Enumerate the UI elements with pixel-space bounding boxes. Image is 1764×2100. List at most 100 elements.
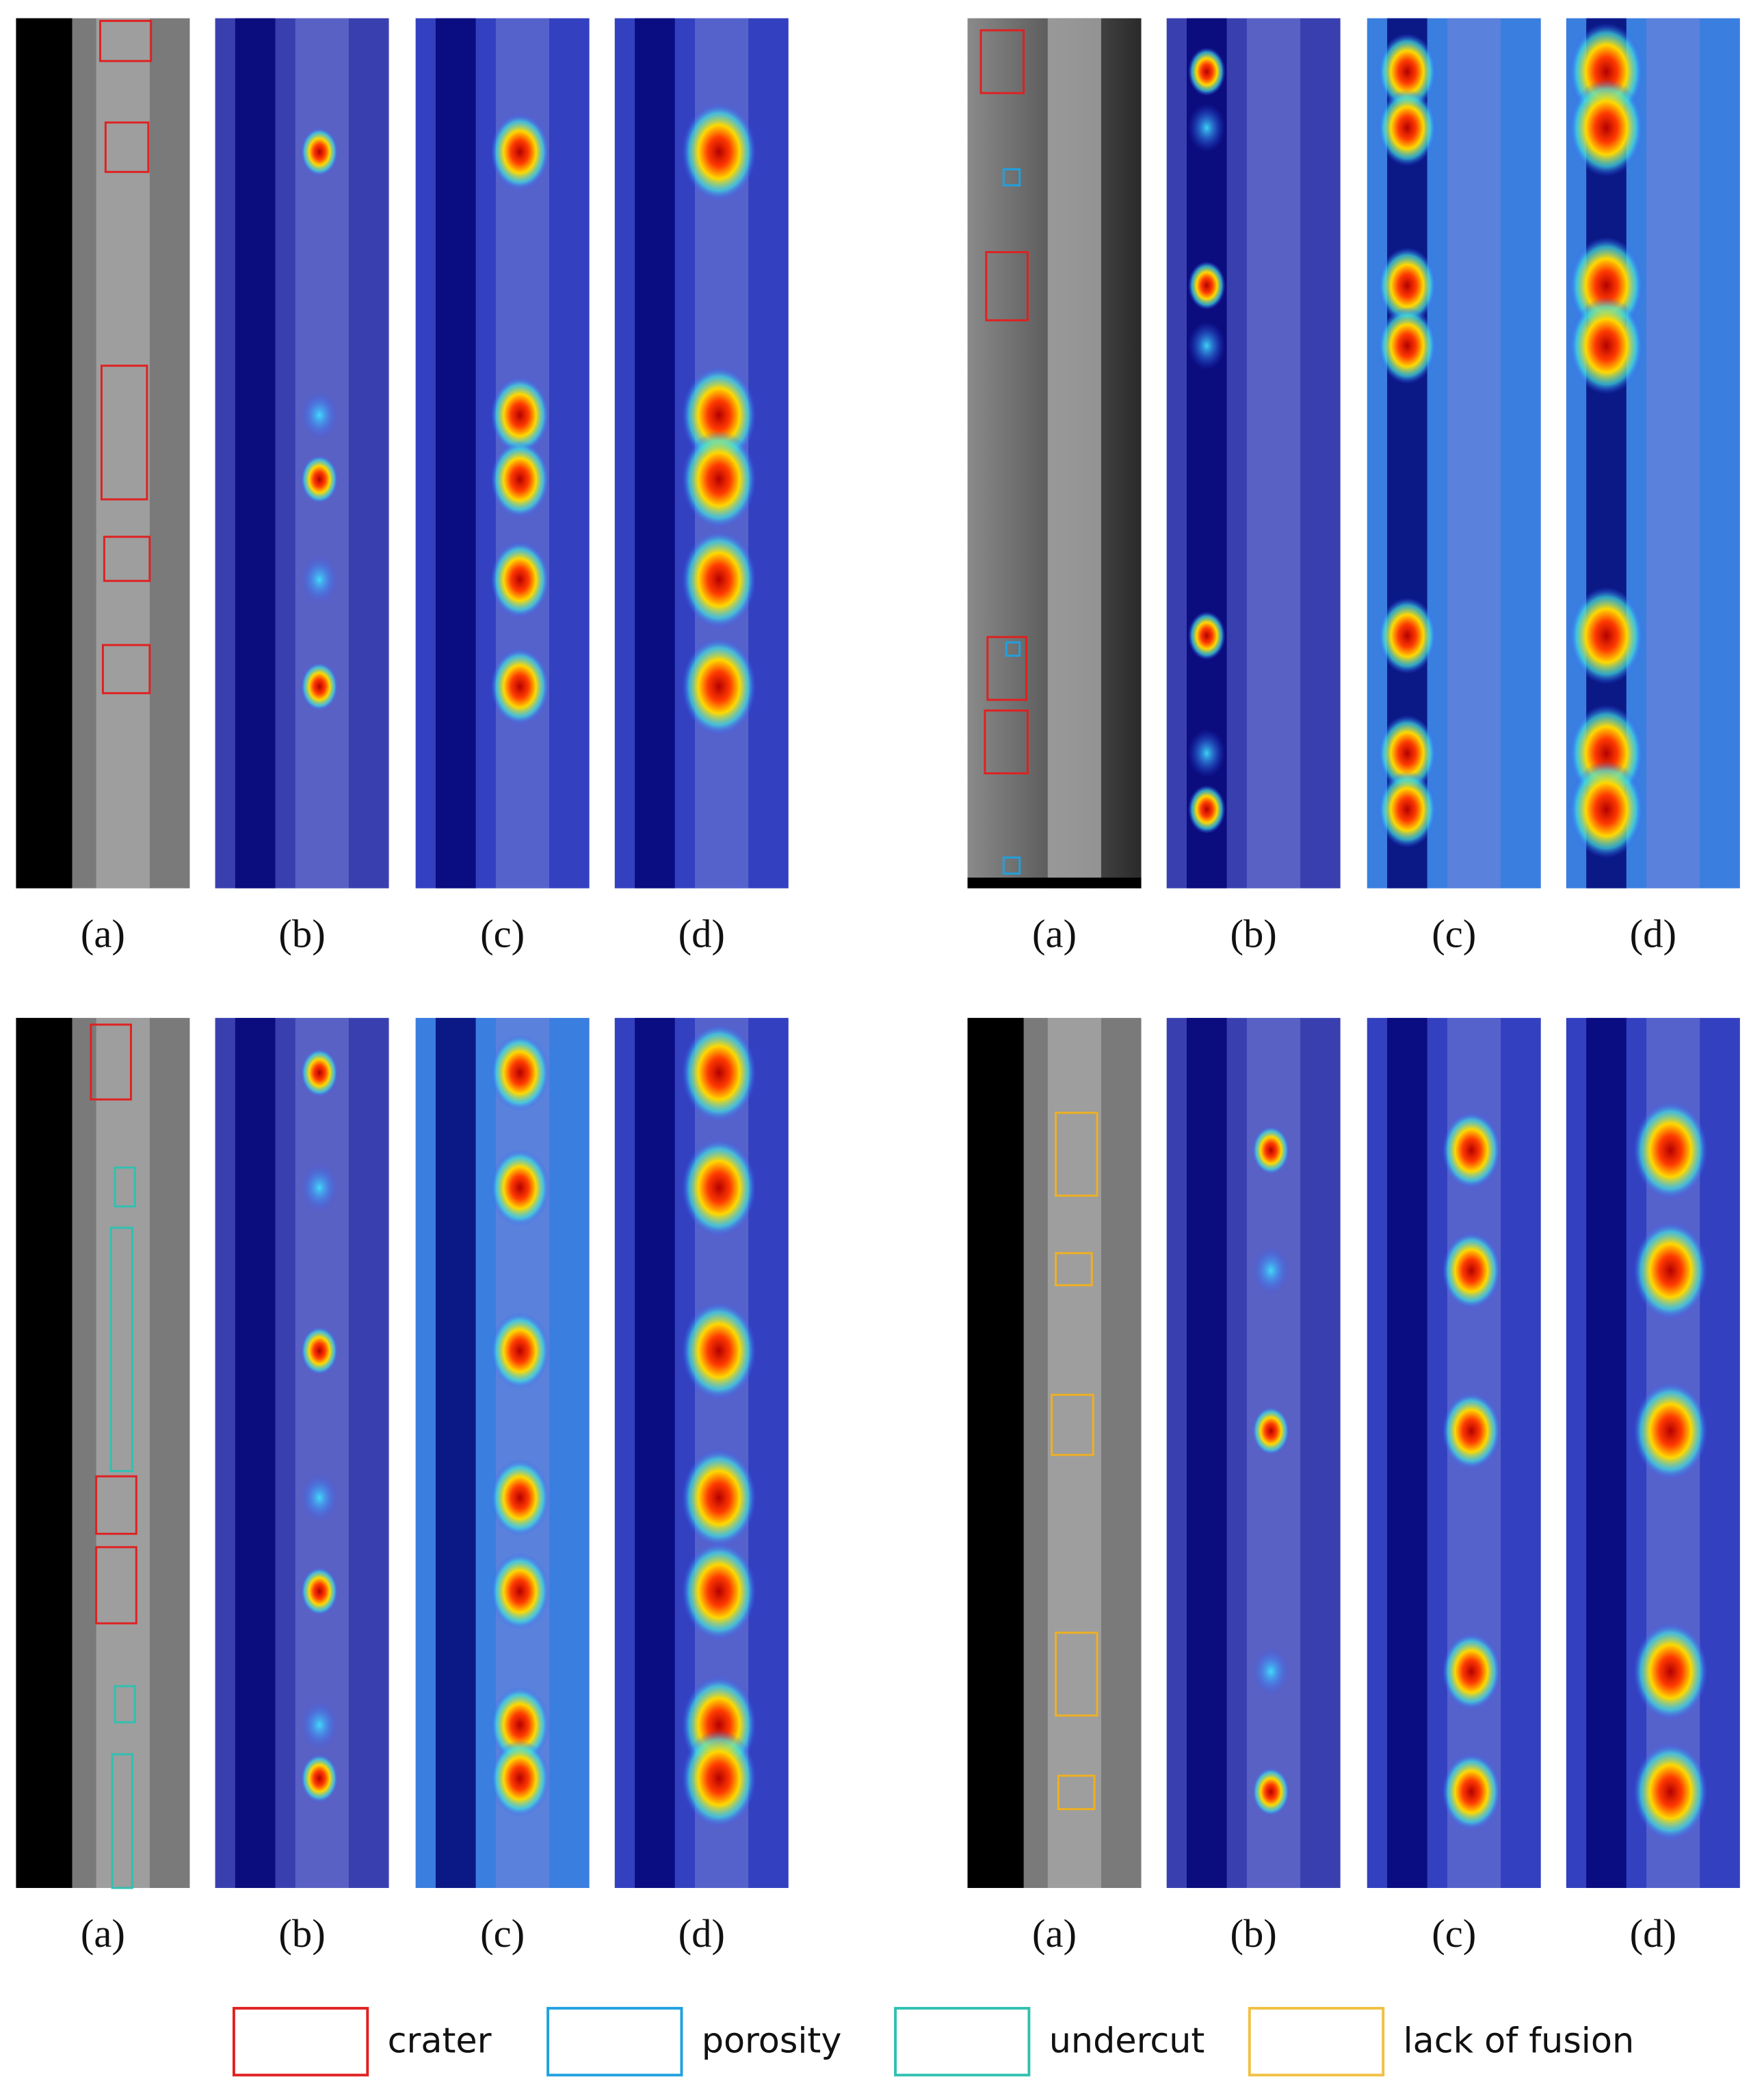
panel-image bbox=[16, 18, 73, 889]
heat-spot bbox=[490, 1034, 550, 1112]
heat-spot bbox=[490, 1553, 550, 1630]
defect-box bbox=[114, 1685, 136, 1724]
defect-box bbox=[1055, 1631, 1098, 1717]
defect-box bbox=[1057, 1774, 1096, 1811]
heat-spot bbox=[300, 1754, 339, 1803]
defect-box bbox=[1055, 1252, 1093, 1287]
heat-spot bbox=[681, 1729, 756, 1827]
weld-bead bbox=[1447, 18, 1501, 889]
legend-label: lack of fusion bbox=[1403, 2021, 1634, 2061]
legend-swatch bbox=[232, 2006, 369, 2077]
heat-spot bbox=[300, 1048, 339, 1097]
heat-spot bbox=[681, 1543, 756, 1640]
defect-box bbox=[986, 635, 1027, 701]
heat-spot bbox=[1378, 90, 1437, 166]
heat-spot bbox=[1633, 1623, 1708, 1720]
heat-spot bbox=[490, 114, 550, 190]
heat-spot bbox=[1633, 1222, 1708, 1320]
heat-spot bbox=[1442, 1392, 1501, 1469]
panel bbox=[215, 18, 389, 889]
heat-spot bbox=[490, 1686, 550, 1763]
heat-spot bbox=[681, 1449, 756, 1547]
heat-spot bbox=[1378, 33, 1437, 110]
heat-spot bbox=[300, 1163, 339, 1212]
defect-box bbox=[90, 1023, 132, 1101]
heat-spot bbox=[1378, 307, 1437, 384]
panel bbox=[1166, 1018, 1341, 1889]
heat-spot bbox=[1442, 1753, 1501, 1830]
legend-label: crater bbox=[388, 2021, 492, 2061]
defect-box bbox=[1005, 641, 1021, 657]
weld-bead bbox=[1246, 18, 1301, 889]
heat-spot bbox=[1252, 1246, 1290, 1295]
defect-box bbox=[111, 1753, 133, 1889]
panel-image bbox=[235, 18, 276, 889]
panel bbox=[614, 1018, 789, 1889]
heat-spot bbox=[1568, 297, 1644, 395]
panel bbox=[1566, 18, 1740, 889]
heat-spot bbox=[300, 1473, 339, 1523]
heat-spot bbox=[300, 1701, 339, 1750]
panel-image bbox=[967, 877, 1142, 889]
defect-box bbox=[979, 29, 1025, 94]
heat-spot bbox=[1187, 321, 1226, 370]
heat-spot bbox=[490, 1740, 550, 1817]
panel-image bbox=[1387, 1018, 1427, 1889]
panel-group: (a) (b) (c) (d) bbox=[16, 18, 789, 956]
heat-spot bbox=[681, 1302, 756, 1400]
panel-group: (a) (b) (c) (d) bbox=[967, 1018, 1740, 1956]
heat-spot bbox=[1378, 597, 1437, 674]
heat-spot bbox=[1633, 1382, 1708, 1480]
panel-label: (c) bbox=[1432, 911, 1476, 956]
defect-box bbox=[114, 1166, 136, 1208]
panel-label: (b) bbox=[278, 911, 325, 956]
weld-bead bbox=[1646, 18, 1700, 889]
panel-label: (b) bbox=[1230, 911, 1276, 956]
heat-spot bbox=[1252, 1406, 1290, 1456]
legend-label: porosity bbox=[702, 2021, 842, 2061]
heat-spot bbox=[300, 555, 339, 604]
heat-spot bbox=[490, 441, 550, 518]
heat-spot bbox=[1187, 729, 1226, 778]
heat-spot bbox=[1442, 1633, 1501, 1710]
heat-spot bbox=[681, 638, 756, 735]
panel-label: (d) bbox=[1630, 911, 1676, 956]
heat-spot bbox=[300, 127, 339, 176]
defect-box bbox=[101, 365, 148, 501]
panel-label: (a) bbox=[1032, 911, 1077, 956]
heat-spot bbox=[1378, 771, 1437, 848]
legend-swatch bbox=[894, 2006, 1031, 2077]
panel bbox=[16, 1018, 190, 1889]
panel-label: (d) bbox=[679, 911, 725, 956]
heat-spot bbox=[1187, 261, 1226, 310]
panel bbox=[16, 18, 190, 889]
defect-box bbox=[95, 1546, 137, 1625]
heat-spot bbox=[681, 103, 756, 201]
defect-box bbox=[104, 121, 150, 173]
panel bbox=[967, 18, 1142, 889]
panel-image bbox=[1586, 1018, 1627, 1889]
legend-label: undercut bbox=[1049, 2021, 1205, 2061]
panel-image bbox=[235, 1018, 276, 1889]
panel-label: (b) bbox=[1230, 1911, 1276, 1956]
panel-label: (c) bbox=[1432, 1911, 1476, 1956]
heat-spot bbox=[1633, 1101, 1708, 1199]
heat-spot bbox=[300, 391, 339, 440]
panel-group: (a) (b) (c) (d) bbox=[16, 1018, 789, 1956]
heat-spot bbox=[1187, 103, 1226, 153]
panel bbox=[1367, 18, 1541, 889]
heat-spot bbox=[300, 662, 339, 711]
heat-spot bbox=[1568, 587, 1644, 685]
panel-image bbox=[967, 1018, 1024, 1889]
defect-box bbox=[1055, 1112, 1098, 1197]
heat-spot bbox=[1187, 611, 1226, 660]
panel-image bbox=[1186, 1018, 1227, 1889]
panel-image bbox=[435, 18, 476, 889]
legend-swatch bbox=[1248, 2006, 1385, 2077]
defect-box bbox=[99, 20, 153, 62]
heat-spot bbox=[681, 531, 756, 629]
panel-label: (c) bbox=[480, 911, 525, 956]
panel-label: (d) bbox=[679, 1911, 725, 1956]
panel bbox=[215, 1018, 389, 1889]
panel-image bbox=[635, 18, 675, 889]
